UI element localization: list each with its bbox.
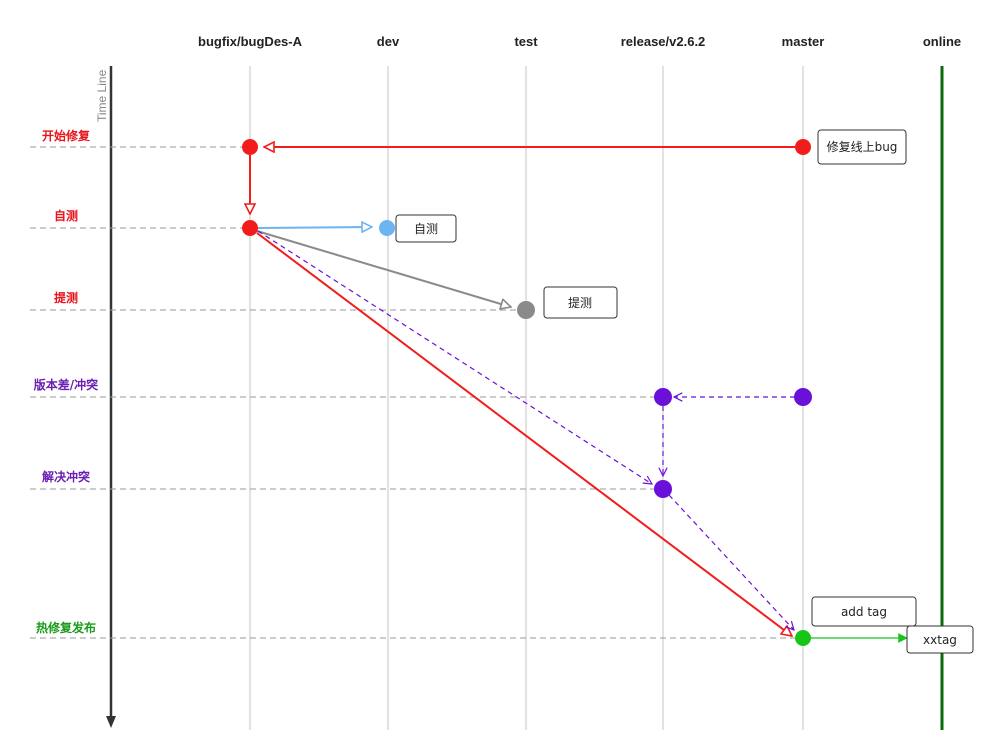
note-xxtag: xxtag [923,633,957,647]
branch-label-test: test [514,34,538,49]
note-add-tag: add tag [841,605,887,619]
node-bugfix-start [242,139,258,155]
time-axis-label: Time Line [95,69,109,122]
note-box-submit-test [543,286,618,319]
node-release-resolved [654,480,672,498]
node-bugfix-selftest [242,220,258,236]
node-release-conflict [654,388,672,406]
note-box-add-tag [811,596,917,627]
note-fix-online-bug: 修复线上bug [827,139,898,154]
arrow-release-to-master [668,494,794,630]
node-dev-merge [379,220,395,236]
node-test-merge [517,301,535,319]
note-box-fix-online-bug [817,129,907,165]
step-label-submit-test: 提测 [54,290,78,305]
arrow-bugfix-to-master [256,232,792,636]
branch-label-master: master [782,34,825,49]
note-box-xxtag [906,625,974,654]
branch-label-release: release/v2.6.2 [621,34,706,49]
branch-label-bugfix: bugfix/bugDes-A [198,34,303,49]
note-self-test: 自测 [414,222,438,236]
arrow-bugfix-to-release [257,230,652,484]
step-label-resolve: 解决冲突 [42,469,90,484]
note-submit-test: 提测 [568,295,592,310]
step-label-hotfix-release: 热修复发布 [36,620,96,635]
arrow-bugfix-to-test [256,230,511,307]
step-label-self-test: 自测 [54,208,78,223]
node-master-start [795,139,811,155]
branch-label-online: online [923,34,961,49]
step-label-start-fix: 开始修复 [42,128,91,143]
arrow-bugfix-to-dev [257,227,372,228]
node-master-conflict [794,388,812,406]
note-box-self-test [395,214,457,243]
branch-label-dev: dev [377,34,400,49]
step-label-conflict: 版本差/冲突 [34,377,98,392]
node-master-release [795,630,811,646]
